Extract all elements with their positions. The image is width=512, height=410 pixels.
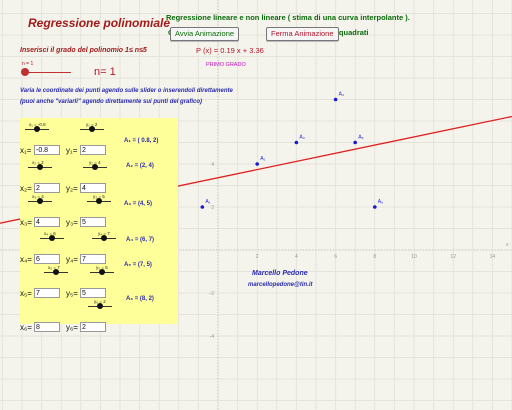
subtitle-line2-right: imi quadrati	[326, 28, 369, 37]
y-slider-label: y₅ = 5	[96, 265, 108, 270]
x-slider-label: x₅ = 7	[48, 265, 60, 270]
y-field[interactable]: 2	[80, 145, 106, 155]
y-field[interactable]: 4	[80, 183, 106, 193]
point-coordinates: A₄ = (6, 7)	[126, 237, 155, 243]
y-slider-handle[interactable]	[92, 164, 98, 170]
y-slider-handle[interactable]	[101, 235, 107, 241]
point-coordinates: A₁ = ( 0.8, 2)	[124, 138, 159, 144]
subtitle: Regressione lineare e non lineare ( stim…	[166, 13, 410, 22]
x-field-label: x₃=	[20, 218, 32, 227]
data-point	[294, 140, 299, 145]
y-field-label: y₅=	[66, 289, 78, 298]
x-field-label: x₅=	[20, 289, 32, 298]
y-slider-label: y₆ = 2	[94, 299, 106, 304]
y-slider-label: y₂ = 4	[89, 160, 101, 165]
data-point-label: A₅	[358, 135, 363, 141]
x-tick-label: 8	[373, 254, 376, 260]
x-tick-label: 2	[256, 254, 259, 260]
degree-name: PRIMO GRADO	[206, 62, 246, 68]
x-slider-label: x₄ = 6	[44, 231, 56, 236]
x-tick-label: 6	[334, 254, 337, 260]
x-tick-label: 12	[450, 254, 456, 260]
data-point-label: A₂	[260, 156, 265, 162]
x-field[interactable]: 6	[34, 254, 60, 264]
x-field-label: x₆=	[20, 323, 32, 332]
degree-value: n= 1	[94, 66, 116, 78]
y-field-label: y₆=	[66, 323, 78, 332]
y-field[interactable]: 5	[80, 217, 106, 227]
x-slider-handle[interactable]	[37, 198, 43, 204]
page-title: Regressione polinomiale	[28, 16, 171, 30]
x-field[interactable]: -0.8	[34, 145, 60, 155]
data-point	[353, 140, 358, 145]
y-tick-label: 2	[211, 205, 214, 211]
data-point-label: A₃	[299, 135, 304, 141]
y-slider-handle[interactable]	[97, 303, 103, 309]
x-tick-label: 4	[295, 254, 298, 260]
data-point	[200, 205, 205, 209]
y-slider-handle[interactable]	[96, 198, 102, 204]
y-field-label: y₃=	[66, 218, 78, 227]
degree-slider-track[interactable]	[25, 72, 71, 73]
degree-slider-caption: n = 1	[22, 61, 34, 67]
author-email: marcellopedone@tin.it	[248, 282, 313, 288]
y-slider-handle[interactable]	[89, 126, 95, 132]
instructions-line2: (puoi anche "variarli" agendo direttamen…	[20, 99, 203, 105]
y-field-label: y₄=	[66, 255, 78, 264]
x-slider-label: x₃ = 4	[32, 194, 44, 199]
data-point	[255, 162, 259, 166]
author-name: Marcello Pedone	[252, 270, 308, 277]
degree-slider-handle[interactable]	[21, 68, 29, 76]
x-slider-handle[interactable]	[37, 164, 43, 170]
x-slider-handle[interactable]	[49, 235, 55, 241]
y-field[interactable]: 2	[80, 322, 106, 332]
y-tick-label: 4	[211, 162, 214, 168]
x-tick-label: 10	[411, 254, 417, 260]
y-field-label: y₂=	[66, 184, 78, 193]
polynomial-formula: P (x) = 0.19 x + 3.36	[196, 46, 264, 55]
data-point	[373, 205, 377, 209]
x-slider-label: x₁ = -0.8	[29, 122, 46, 127]
point-coordinates: A₂ = (2, 4)	[126, 163, 154, 169]
instructions-line1: Varia le coordinate dei punti agendo sul…	[20, 88, 233, 94]
x-field-label: x₂=	[20, 184, 32, 193]
x-field[interactable]: 4	[34, 217, 60, 227]
degree-prompt: Inserisci il grado del polinomio 1≤ n≤5	[20, 47, 147, 54]
y-field[interactable]: 5	[80, 288, 106, 298]
x-field[interactable]: 2	[34, 183, 60, 193]
y-slider-handle[interactable]	[99, 269, 105, 275]
x-field[interactable]: 8	[34, 322, 60, 332]
y-field[interactable]: 7	[80, 254, 106, 264]
point-coordinates: A₆ = (8, 2)	[126, 296, 154, 302]
point-coordinates: A₅ = (7, 5)	[124, 262, 152, 268]
stop-animation-button[interactable]: Ferma Animazione	[266, 27, 339, 41]
x-tick-label: 14	[490, 254, 496, 260]
data-point-label: A₄	[339, 92, 344, 98]
y-slider-label: y₄ = 7	[98, 231, 110, 236]
x-field-label: x₁=	[20, 146, 32, 155]
x-slider-handle[interactable]	[53, 269, 59, 275]
x-field-label: x₄=	[20, 255, 32, 264]
x-axis-label: x	[506, 242, 509, 248]
y-tick-label: -2	[210, 291, 215, 297]
y-field-label: y₁=	[66, 146, 78, 155]
data-point	[333, 97, 338, 102]
x-slider-handle[interactable]	[34, 126, 40, 132]
y-slider-label: y₃ = 5	[93, 194, 105, 199]
start-animation-button[interactable]: Avvia Animazione	[170, 27, 240, 41]
x-field[interactable]: 7	[34, 288, 60, 298]
data-point-label: A₁	[205, 199, 210, 205]
y-tick-label: -4	[210, 334, 215, 340]
data-point-label: A₆	[378, 199, 383, 205]
x-slider-label: x₂ = 2	[32, 160, 44, 165]
point-coordinates: A₃ = (4, 5)	[124, 201, 152, 207]
y-slider-label: y₁ = 2	[86, 122, 98, 127]
